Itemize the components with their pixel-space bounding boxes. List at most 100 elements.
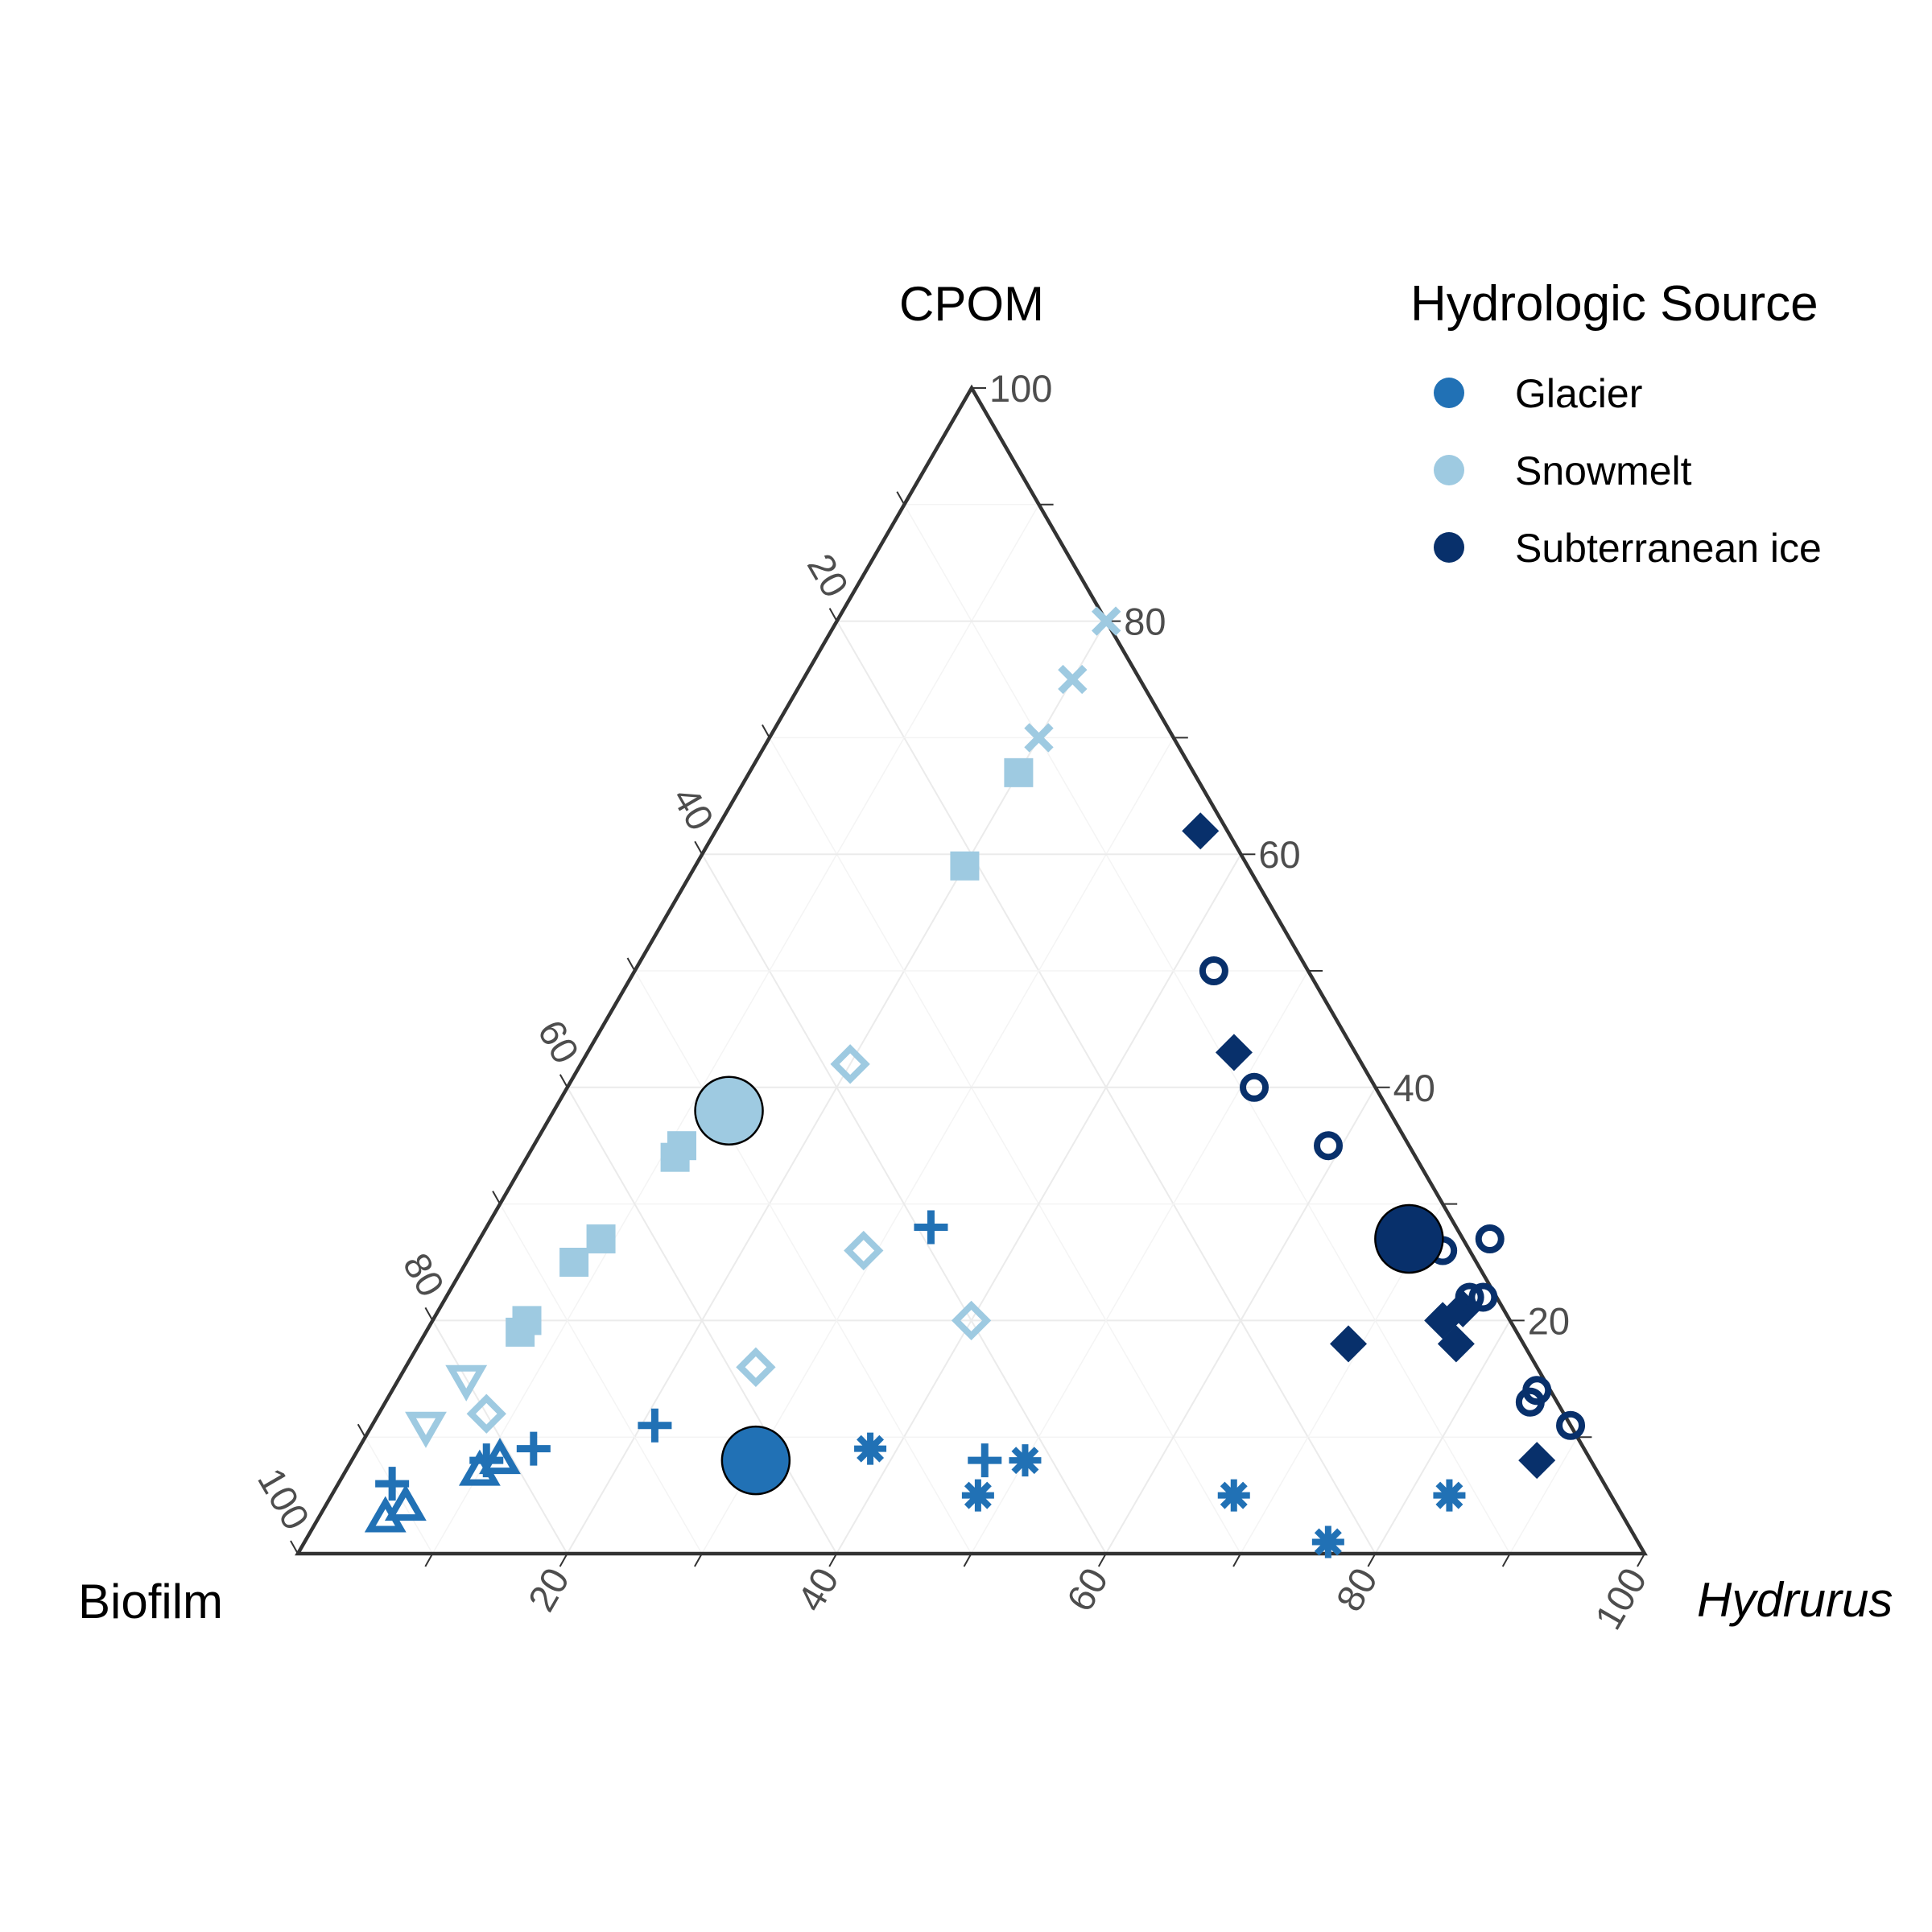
grid-line-hydrurus — [1509, 1436, 1579, 1554]
tick-label-biofilm: 100 — [250, 1461, 318, 1537]
tick-label-hydrurus: 100 — [1587, 1561, 1655, 1637]
data-point — [1515, 1387, 1545, 1417]
data-point — [445, 1364, 488, 1402]
legend-key — [1434, 378, 1464, 408]
tick-mark-hydrurus — [828, 1553, 838, 1567]
tick-mark-biofilm — [357, 1423, 366, 1438]
tick-mark-biofilm — [762, 724, 770, 738]
tick-mark-biofilm — [626, 957, 636, 972]
data-point — [638, 1408, 672, 1443]
tick-mark-biofilm — [492, 1191, 501, 1205]
data-point — [1475, 1224, 1505, 1254]
data-point — [950, 851, 980, 881]
data-point — [961, 1479, 994, 1512]
grid-line-hydrurus — [1374, 1319, 1511, 1554]
centroid-point — [694, 1075, 764, 1146]
centroid-points — [694, 1075, 1444, 1496]
data-point — [466, 1393, 506, 1434]
tick-label-hydrurus: 80 — [1327, 1561, 1385, 1619]
data-point — [951, 1300, 992, 1341]
legend-key — [1434, 532, 1464, 563]
data-point — [384, 1484, 427, 1521]
tick-mark-biofilm — [828, 608, 838, 622]
tick-label-cpom: 40 — [1393, 1067, 1435, 1109]
tick-mark-biofilm — [694, 840, 704, 855]
centroid-point — [720, 1425, 791, 1496]
tick-mark-hydrurus — [1501, 1553, 1511, 1567]
legend: Hydrologic Source Glacier Snowmelt Subterr… — [1410, 276, 1822, 571]
tick-mark-hydrurus — [1637, 1553, 1645, 1567]
data-point — [1433, 1479, 1466, 1512]
tick-label-cpom: 100 — [989, 367, 1052, 410]
data-point — [516, 1431, 551, 1466]
centroid-point — [1374, 1203, 1444, 1274]
data-point — [844, 1230, 884, 1271]
legend-entry: Snowmelt — [1434, 448, 1692, 493]
grid-line-hydrurus — [1104, 1087, 1377, 1554]
data-point — [1215, 1034, 1253, 1071]
data-point — [968, 1443, 1002, 1478]
grid-line-biofilm — [634, 970, 972, 1554]
data-point — [736, 1347, 776, 1387]
data-point — [1092, 606, 1121, 636]
tick-label-biofilm: 40 — [664, 779, 722, 837]
tick-mark-hydrurus — [1097, 1553, 1107, 1567]
tick-label-cpom: 20 — [1528, 1299, 1570, 1342]
data-point — [1518, 1442, 1556, 1480]
legend-entry: Glacier — [1434, 371, 1642, 416]
tick-mark-hydrurus — [694, 1553, 703, 1567]
tick-mark-hydrurus — [963, 1553, 972, 1567]
legend-key — [1434, 455, 1464, 485]
legend-label: Subterranean ice — [1515, 526, 1822, 571]
grid-line-biofilm — [365, 1436, 433, 1554]
data-point — [1437, 1325, 1475, 1363]
tick-mark-hydrurus — [559, 1553, 568, 1567]
data-point — [1182, 812, 1220, 850]
tick-mark-biofilm — [559, 1074, 568, 1088]
legend-entry: Subterranean ice — [1434, 526, 1822, 571]
grid-line-hydrurus — [431, 504, 1040, 1554]
data-point — [1455, 1282, 1484, 1312]
data-point — [1217, 1479, 1250, 1512]
legend-entries: Glacier Snowmelt Subterranean ice — [1434, 371, 1822, 571]
data-point — [854, 1432, 887, 1465]
tick-label-biofilm: 80 — [395, 1246, 453, 1304]
legend-label: Glacier — [1515, 371, 1642, 416]
tick-label-hydrurus: 40 — [789, 1561, 847, 1619]
tick-label-biofilm: 60 — [530, 1013, 588, 1071]
data-point — [1199, 956, 1228, 985]
data-point — [1556, 1410, 1586, 1440]
data-point — [1468, 1282, 1498, 1312]
legend-label: Snowmelt — [1515, 448, 1692, 493]
tick-mark-biofilm — [896, 491, 906, 506]
legend-title: Hydrologic Source — [1410, 276, 1818, 332]
data-points — [364, 606, 1586, 1558]
tick-label-biofilm: 20 — [799, 547, 857, 605]
ternary-grid — [365, 504, 1579, 1554]
grid-line-hydrurus — [701, 737, 1174, 1554]
data-point — [405, 1411, 447, 1448]
grid-line-biofilm — [769, 737, 1241, 1554]
data-point — [1314, 1131, 1344, 1161]
data-point — [506, 1317, 535, 1347]
grid-line-biofilm — [499, 1203, 703, 1554]
tick-label-cpom: 80 — [1124, 601, 1166, 643]
data-point — [479, 1438, 521, 1475]
tick-mark-hydrurus — [424, 1553, 434, 1567]
data-point — [586, 1224, 616, 1254]
tick-label-hydrurus: 20 — [519, 1561, 577, 1619]
tick-mark-hydrurus — [1232, 1553, 1241, 1567]
tick-label-hydrurus: 60 — [1058, 1561, 1116, 1619]
data-point — [1311, 1525, 1344, 1558]
tick-label-cpom: 60 — [1258, 833, 1300, 876]
tick-mark-biofilm — [424, 1307, 434, 1321]
data-point — [1004, 758, 1034, 787]
tick-mark-hydrurus — [1367, 1553, 1377, 1567]
data-point — [559, 1248, 589, 1277]
data-point — [830, 1044, 870, 1084]
data-point — [660, 1142, 690, 1172]
axis-title-cpom: CPOM — [899, 277, 1044, 331]
data-point — [1330, 1325, 1368, 1363]
grid-line-biofilm — [431, 1319, 568, 1554]
